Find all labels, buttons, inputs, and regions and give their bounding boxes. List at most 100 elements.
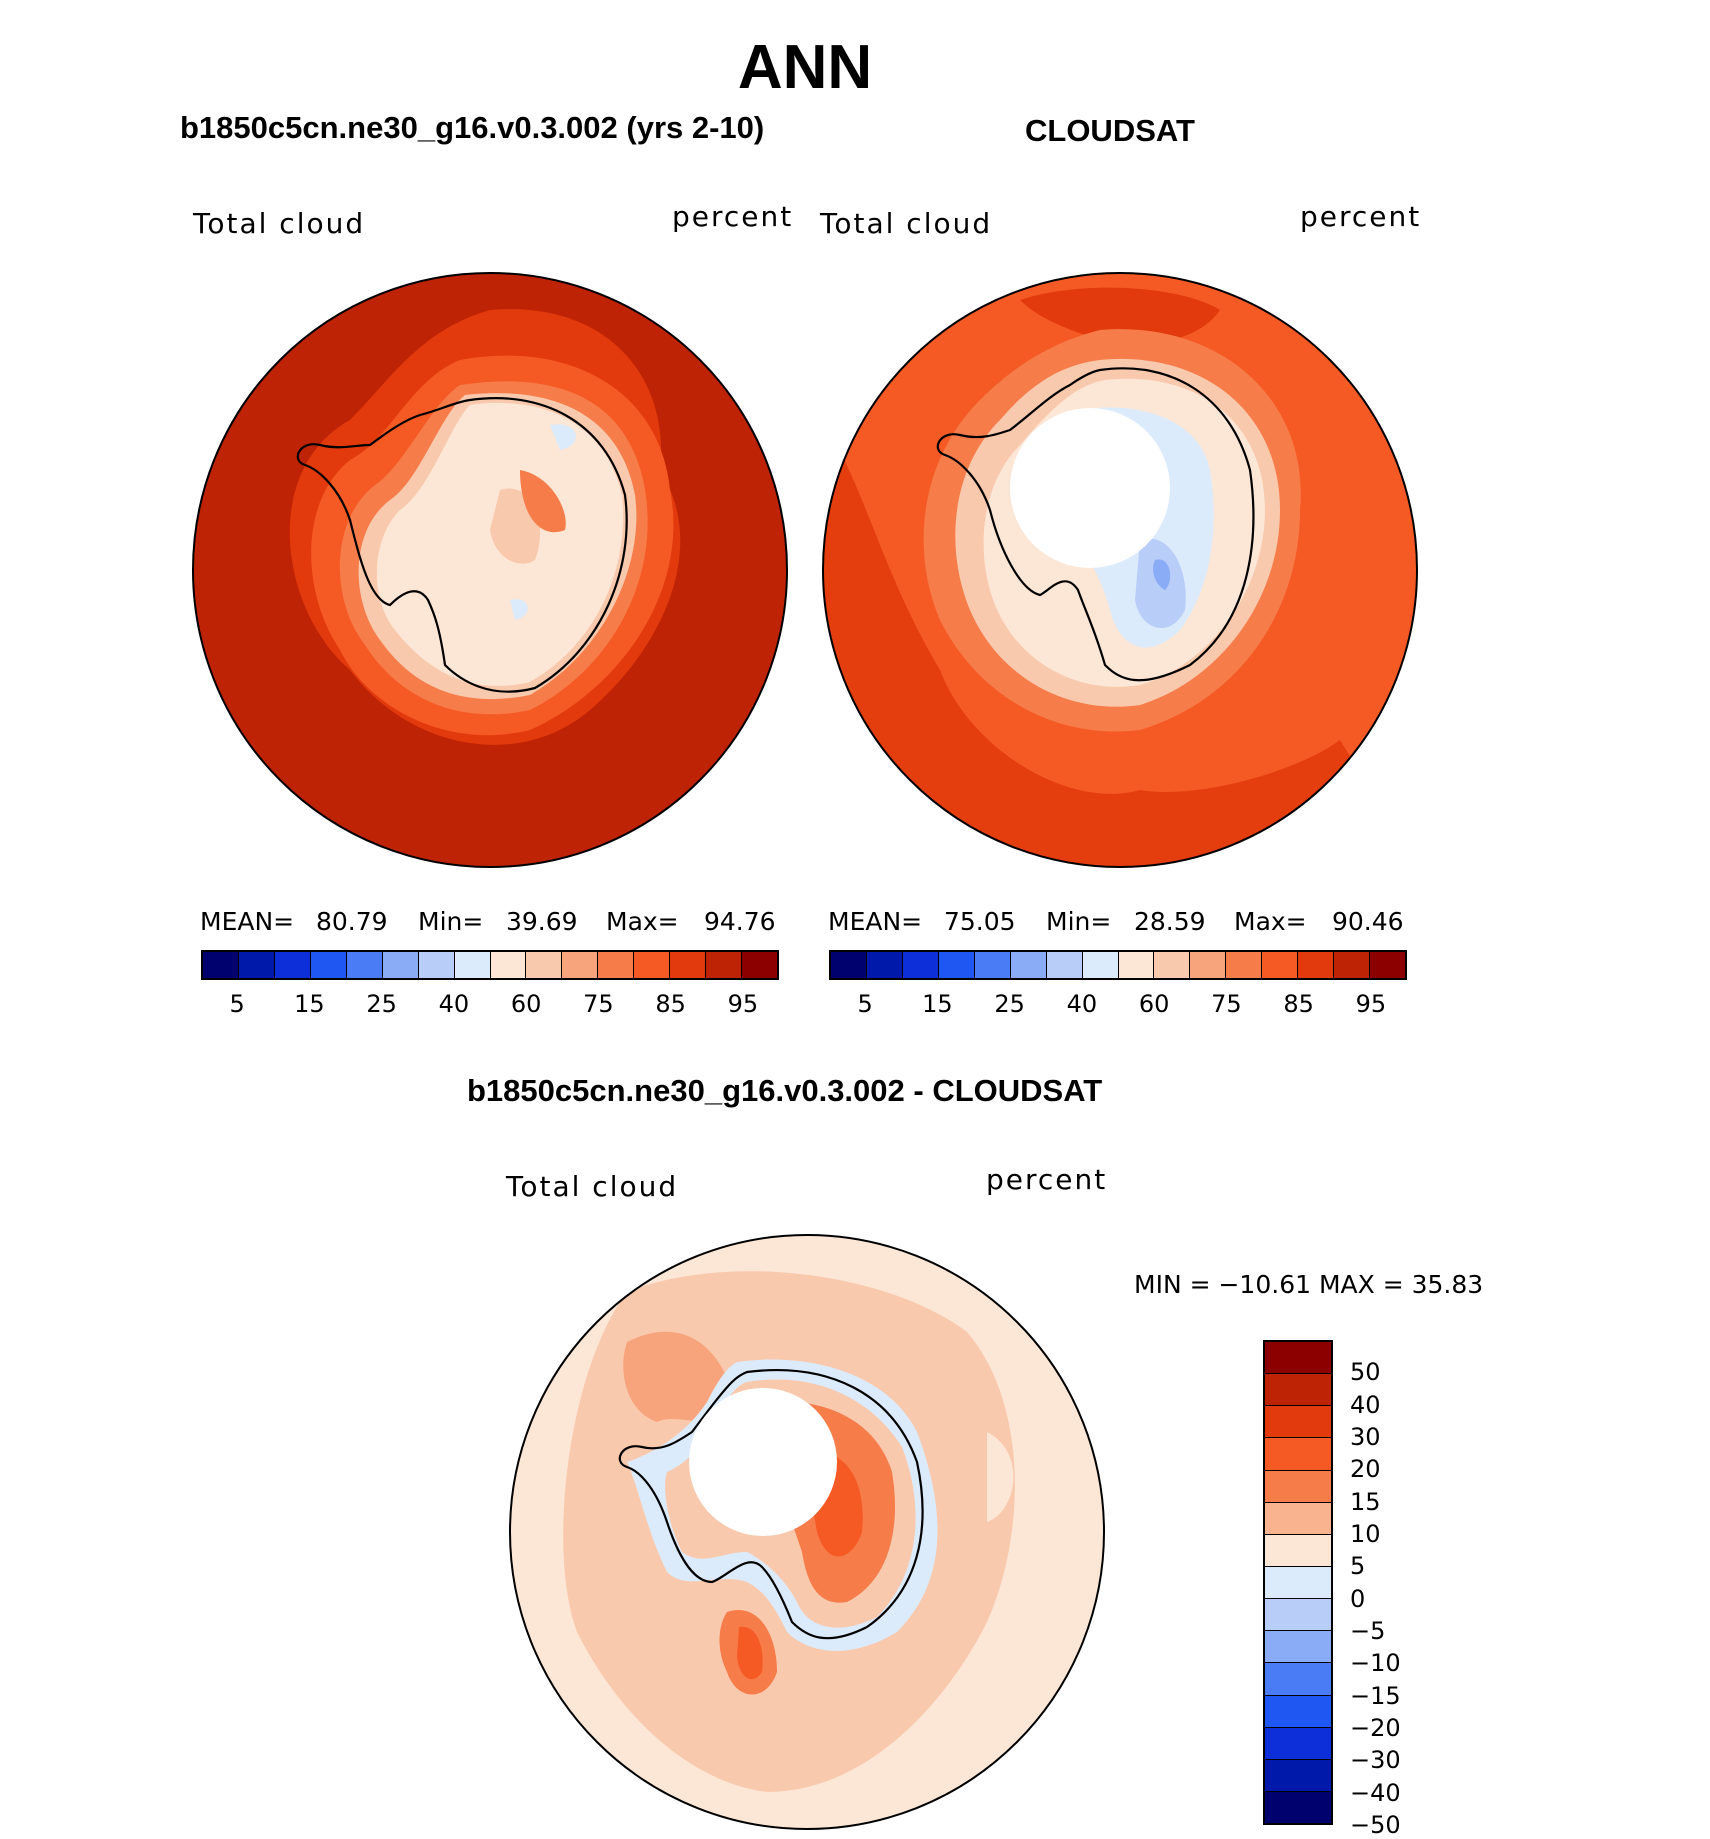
model-variable-label: Total cloud <box>193 207 366 240</box>
obs-variable-label: Total cloud <box>820 207 993 240</box>
colorbar-tick-label: 15 <box>922 990 953 1018</box>
colorbar-swatch <box>598 952 635 978</box>
colorbar-swatch <box>706 952 743 978</box>
colorbar-swatch <box>1082 952 1119 978</box>
obs-max-label: Max= <box>1234 907 1307 936</box>
colorbar-tick-label: −20 <box>1350 1714 1401 1742</box>
diff-range-text: MIN = −10.61 MAX = 35.83 <box>1134 1270 1484 1299</box>
colorbar-swatch <box>238 952 275 978</box>
colorbar-swatch <box>1265 1663 1331 1696</box>
model-min-label: Min= <box>418 907 484 936</box>
colorbar-swatch <box>1265 1791 1331 1824</box>
colorbar-tick-label: 30 <box>1350 1423 1381 1451</box>
colorbar-swatch <box>831 952 867 978</box>
model-mean-value: 80.79 <box>316 907 388 936</box>
colorbar-swatch <box>1265 1406 1331 1439</box>
colorbar-swatch <box>382 952 419 978</box>
obs-max-value: 90.46 <box>1332 907 1404 936</box>
model-max-label: Max= <box>606 907 679 936</box>
colorbar-tick-label: 5 <box>857 990 873 1018</box>
colorbar-swatch <box>1265 1470 1331 1503</box>
colorbar-tick-label: 25 <box>366 990 397 1018</box>
colorbar-swatch <box>1298 952 1335 978</box>
colorbar-swatch <box>562 952 599 978</box>
colorbar-swatch <box>490 952 527 978</box>
colorbar-tick-label: −15 <box>1350 1681 1401 1710</box>
colorbar-swatch <box>1262 952 1299 978</box>
model-mean-label: MEAN= <box>200 907 295 936</box>
colorbar-swatch <box>1010 952 1047 978</box>
colorbar-swatch <box>1265 1566 1331 1600</box>
obs-panel-title: CLOUDSAT <box>1025 113 1195 148</box>
colorbar-swatch <box>526 952 563 978</box>
model-max-value: 94.76 <box>704 907 776 936</box>
colorbar-swatch <box>634 952 671 978</box>
colorbar-swatch <box>454 952 491 978</box>
colorbar-tick-label: 40 <box>1350 1390 1381 1419</box>
colorbar-swatch <box>1190 952 1227 978</box>
colorbar-swatch <box>1265 1727 1331 1760</box>
colorbar-swatch <box>1265 1502 1331 1535</box>
colorbar-tick-label: 85 <box>1283 990 1314 1018</box>
colorbar-tick-label: −50 <box>1350 1811 1401 1839</box>
colorbar-swatch <box>974 952 1011 978</box>
diff-colorbar <box>1263 1340 1333 1825</box>
colorbar-tick-label: 5 <box>1350 1552 1366 1581</box>
diff-polar-map <box>509 1234 1105 1830</box>
obs-missing-data-hole <box>1010 408 1170 568</box>
obs-units-label: percent <box>1300 200 1422 233</box>
colorbar-swatch <box>1265 1534 1331 1567</box>
obs-antarctic-coast <box>936 367 1255 682</box>
colorbar-swatch <box>1226 952 1263 978</box>
model-units-label: percent <box>672 200 794 233</box>
model-antarctic-coast <box>296 397 628 693</box>
colorbar-tick-label: 85 <box>655 990 686 1018</box>
colorbar-tick-label: 75 <box>583 990 614 1018</box>
colorbar-tick-label: 10 <box>1350 1520 1381 1548</box>
colorbar-tick-label: 5 <box>229 990 245 1018</box>
colorbar-swatch <box>1154 952 1191 978</box>
model-colorbar-ticks: 5 15 25 40 60 75 85 95 <box>201 990 779 1020</box>
colorbar-tick-label: 75 <box>1211 990 1242 1018</box>
colorbar-tick-label: 60 <box>510 990 542 1018</box>
colorbar-swatch <box>866 952 903 978</box>
model-interior-blue <box>550 424 577 450</box>
colorbar-swatch <box>938 952 975 978</box>
colorbar-tick-label: 40 <box>438 990 470 1018</box>
obs-colorbar <box>829 950 1407 980</box>
model-colorbar <box>201 950 779 980</box>
diff-variable-label: Total cloud <box>506 1170 679 1203</box>
page-title: ANN <box>737 33 873 102</box>
obs-colorbar-ticks: 5 15 25 40 60 75 85 95 <box>829 990 1407 1020</box>
obs-ocean-dark <box>823 420 1417 867</box>
colorbar-swatch <box>346 952 383 978</box>
colorbar-tick-label: 50 <box>1350 1358 1381 1387</box>
colorbar-swatch <box>670 952 707 978</box>
colorbar-swatch <box>1265 1342 1331 1375</box>
obs-mean-value: 75.05 <box>944 907 1016 936</box>
colorbar-tick-label: 0 <box>1350 1584 1366 1613</box>
colorbar-tick-label: 20 <box>1350 1455 1381 1484</box>
colorbar-swatch <box>310 952 347 978</box>
colorbar-swatch <box>1265 1759 1331 1792</box>
diff-units-label: percent <box>986 1163 1108 1196</box>
colorbar-tick-label: 25 <box>994 990 1025 1018</box>
colorbar-swatch <box>1265 1631 1331 1664</box>
colorbar-swatch <box>1265 1599 1331 1632</box>
colorbar-swatch <box>902 952 939 978</box>
diff-antarctic-coast <box>618 1369 924 1640</box>
colorbar-swatch <box>1334 952 1371 978</box>
colorbar-swatch <box>1118 952 1155 978</box>
colorbar-swatch <box>274 952 311 978</box>
colorbar-swatch <box>418 952 455 978</box>
obs-min-label: Min= <box>1046 907 1112 936</box>
colorbar-tick-label: 60 <box>1138 990 1170 1018</box>
model-min-value: 39.69 <box>506 907 578 936</box>
diff-colorbar-ticks: 50 40 30 20 15 10 5 0 −5 −10 −15 −20 −30 −40 −50 <box>1350 1340 1450 1839</box>
diff-missing-data-hole <box>689 1388 837 1536</box>
colorbar-swatch <box>742 952 777 978</box>
colorbar-tick-label: 95 <box>1355 990 1387 1018</box>
colorbar-tick-label: −10 <box>1350 1649 1401 1678</box>
obs-mean-label: MEAN= <box>828 907 923 936</box>
diff-panel-title: b1850c5cn.ne30_g16.v0.3.002 - CLOUDSAT <box>467 1073 1103 1108</box>
